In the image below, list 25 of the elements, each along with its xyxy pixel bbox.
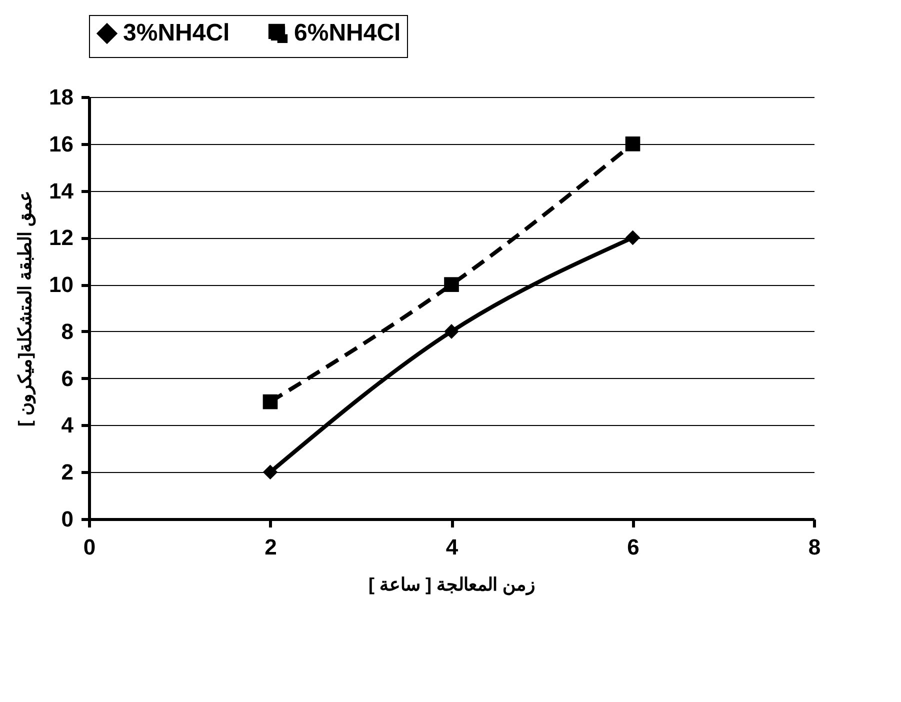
point bbox=[262, 464, 278, 480]
legend-label: 3%NH4Cl bbox=[123, 19, 230, 46]
point bbox=[625, 230, 640, 246]
x-tick-label: 8 bbox=[808, 534, 821, 560]
y-tick-label: 14 bbox=[49, 178, 74, 204]
x-axis-title: زمن المعالجة [ ساعة ] bbox=[368, 574, 536, 596]
y-tick-label: 6 bbox=[61, 366, 74, 391]
x-tick-label: 6 bbox=[627, 534, 640, 560]
y-tick-label: 18 bbox=[49, 84, 74, 110]
y-tick-label: 0 bbox=[61, 506, 74, 532]
y-tick-label: 10 bbox=[49, 272, 74, 298]
x-tick-label: 4 bbox=[446, 534, 459, 560]
point bbox=[444, 277, 459, 292]
x-tick-label: 0 bbox=[83, 534, 96, 560]
point bbox=[262, 394, 278, 410]
point bbox=[444, 324, 459, 339]
point bbox=[625, 136, 640, 152]
y-tick-label: 2 bbox=[61, 460, 74, 485]
legend-label: 6%NH4Cl bbox=[294, 19, 401, 46]
x-tick-label: 2 bbox=[264, 534, 277, 560]
y-tick-label: 8 bbox=[61, 318, 74, 344]
y-tick-label: 16 bbox=[49, 131, 74, 156]
y-tick-label: 4 bbox=[61, 412, 74, 438]
y-axis-title: عمق الطبقة المتشكلة[ميكرون ] bbox=[15, 190, 36, 426]
y-tick-label: 12 bbox=[49, 225, 74, 250]
